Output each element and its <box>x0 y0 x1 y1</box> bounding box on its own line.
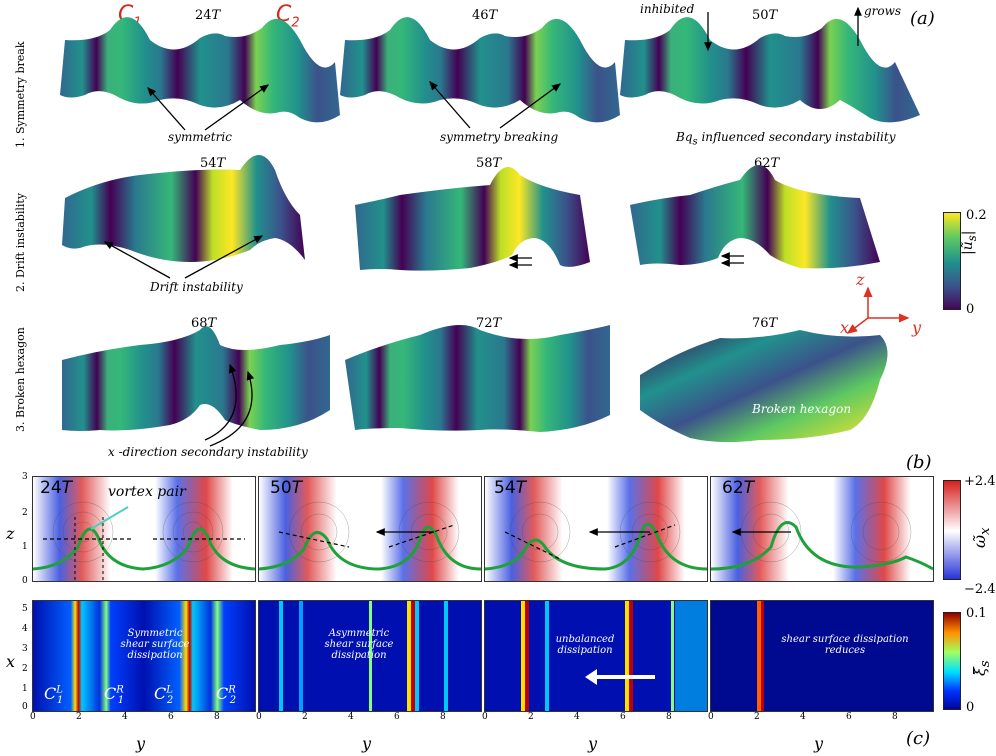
surface-58T <box>355 167 590 271</box>
b-ytick: 2 <box>22 508 28 518</box>
c-ytick: 1 <box>22 684 28 694</box>
c-text-4: shear surface dissipation reduces <box>781 634 909 656</box>
annotation-inhibited: inhibited <box>640 2 695 16</box>
c-label-c2r: CR2 <box>216 684 237 707</box>
b-time: 50T <box>270 478 303 498</box>
c-text-1: Symmetric shear surface dissipation <box>120 628 190 661</box>
panel-c-24T <box>32 600 256 712</box>
panel-b-54T <box>484 476 708 582</box>
surface-54T <box>62 155 305 262</box>
c-ytick: 4 <box>22 624 28 634</box>
colorbar-c-max: 0.1 <box>966 606 987 621</box>
colorbar-a-min: 0 <box>966 302 975 317</box>
surface-76T <box>640 330 888 443</box>
panel-c-54T <box>484 600 708 712</box>
panel-a: 1. Symmetry break 2. Drift instability 3… <box>14 2 987 459</box>
panel-b-24T <box>32 476 256 582</box>
axis3d-x: x <box>840 318 850 337</box>
surface-72T <box>345 325 610 432</box>
c-ytick: 5 <box>22 604 28 614</box>
panel-b-62T <box>710 476 934 582</box>
c-xticks: 0 2 4 6 8 0 2 4 6 8 0 2 4 6 8 0 2 4 6 8 <box>30 712 898 722</box>
c-xlabel: y <box>588 734 598 753</box>
b-time: 62T <box>722 478 755 498</box>
panel-c-label: (c) <box>906 728 931 749</box>
panel-b-ylabel: z <box>6 524 15 543</box>
annotation-drift: Drift instability <box>150 280 243 294</box>
annotation-symmetry-breaking: symmetry breaking <box>440 130 559 144</box>
colorbar-c-min: 0 <box>966 700 975 715</box>
colorbar-b-max: +2.4 <box>964 474 996 489</box>
b-ytick: 3 <box>22 472 28 482</box>
c-text-2: Asymmetric shear surface dissipation <box>324 628 394 661</box>
surface-24T <box>60 17 340 123</box>
colorbar-c <box>943 612 961 710</box>
b-ytick: 0 <box>22 576 28 586</box>
panel-c-50T <box>258 600 482 712</box>
panel-c-62T <box>710 600 934 712</box>
colorbar-c-label: ξ̃s <box>970 660 994 676</box>
panel-a-label: (a) <box>910 8 935 29</box>
colorbar-b <box>943 480 961 580</box>
surface-68T <box>62 326 330 431</box>
surface-plots <box>60 6 920 447</box>
axes-3d-icon <box>846 286 910 334</box>
surface-46T <box>340 17 620 123</box>
time-label: 24T <box>195 8 221 23</box>
panel-c-ylabel: x <box>6 652 16 671</box>
surface-50T <box>620 17 920 123</box>
c-label-c1l: CL1 <box>44 684 64 707</box>
c-xlabel: y <box>136 734 146 753</box>
time-label: 58T <box>476 156 502 171</box>
c-label-c2l: CL2 <box>154 684 174 707</box>
time-label: 72T <box>476 316 502 331</box>
c-ytick: 0 <box>22 702 28 712</box>
colorbar-a <box>943 212 961 310</box>
time-label: 50T <box>752 8 778 23</box>
b-time: 24T <box>40 478 73 498</box>
annotation-grows: grows <box>864 4 902 18</box>
panel-b-50T <box>258 476 482 582</box>
annotation-broken: Broken hexagon <box>752 402 852 416</box>
vortex-pair-label: vortex pair <box>108 484 186 500</box>
c-label-c1r: CR1 <box>104 684 125 707</box>
b-ytick: 1 <box>22 542 28 552</box>
c-ytick: 3 <box>22 644 28 654</box>
annotation-xdir: x -direction secondary instability <box>108 445 308 459</box>
c-ytick: 2 <box>22 664 28 674</box>
time-label: 46T <box>472 8 498 23</box>
annotation-bq: Bqs influenced secondary instability <box>676 130 896 148</box>
axis3d-z: z <box>856 270 865 289</box>
time-label: 54T <box>200 156 226 171</box>
colorbar-b-label: ω̃x <box>970 527 994 548</box>
c-xlabel: y <box>362 734 372 753</box>
surface-62T <box>630 165 880 269</box>
b-time: 54T <box>494 478 527 498</box>
annotation-symmetric: symmetric <box>168 130 232 144</box>
colorbar-a-label: |ũs| <box>960 230 979 255</box>
panel-b-label: (b) <box>906 452 932 473</box>
axis3d-y: y <box>912 318 922 337</box>
colorbar-b-min: −2.4 <box>964 582 996 597</box>
colorbar-a-max: 0.2 <box>966 208 987 223</box>
time-label: 76T <box>752 316 778 331</box>
c-text-3: unbalanced dissipation <box>555 634 615 656</box>
c-xlabel: y <box>814 734 824 753</box>
